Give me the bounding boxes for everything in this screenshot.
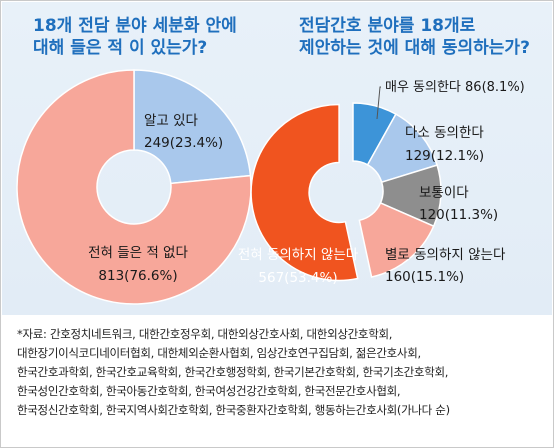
chart2-title: 전담간호 분야를 18개로 제안하는 것에 대해 동의하는가? [299,16,530,58]
chart1-slice-1 [133,69,252,185]
chart2-slice-4-label: 별로 동의하지 않는다 [385,247,506,263]
chart1-slice-2-value: 813(76.6%) [98,268,177,284]
chart1-slice-1-label: 알고 있다 [144,113,199,129]
chart2-leader-line [376,86,381,120]
chart2-slice-3-value: 120(11.3%) [419,207,498,223]
chart2-slice-4 [358,202,435,278]
chart2-slice-2-label: 다소 동의한다 [405,125,484,141]
chart1-slice-2-label: 전혀 들은 적 없다 [88,245,188,261]
source-footnote: *자료: 간호정치네트워크, 대한간호정우회, 대한외상간호사회, 대한외상간호… [17,327,450,417]
chart1-slice-1-value: 249(23.4%) [144,135,223,151]
chart1-title: 18개 전담 분야 세분화 안에 대해 들은 적 이 있는가? [33,16,237,58]
chart2-slice-5 [250,103,359,282]
chart2-slice-1-label: 매우 동의한다 86(8.1%) [385,80,525,95]
donut-charts: 알고 있다 249(23.4%) 전혀 들은 적 없다 813(76.6%) 매우 동의… [16,69,525,305]
chart2-slice-2-value: 129(12.1%) [405,148,484,164]
chart2-slice-5-label: 전혀 동의하지 않는다 [238,247,359,263]
chart2-slice-4-value: 160(15.1%) [385,269,464,285]
chart1-slice-2 [16,69,252,305]
chart2-slice-3-label: 보통이다 [419,185,469,201]
chart2-slice-5-value: 567(53.4%) [258,270,337,286]
